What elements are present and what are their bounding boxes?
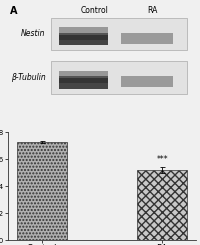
Text: β-Tubulin: β-Tubulin	[11, 73, 46, 82]
Bar	[59, 27, 108, 35]
Bar	[51, 18, 187, 50]
Bar	[59, 76, 108, 83]
Bar	[51, 61, 187, 94]
Bar	[59, 33, 108, 40]
Bar	[59, 71, 108, 78]
Bar	[121, 76, 173, 87]
Text: ***: ***	[156, 155, 168, 164]
Text: RA: RA	[148, 6, 158, 15]
Bar	[17, 142, 67, 240]
Bar	[121, 33, 173, 44]
Text: Nestin: Nestin	[21, 29, 46, 38]
Bar	[137, 170, 187, 240]
Text: A: A	[10, 6, 17, 16]
Text: Control: Control	[81, 6, 108, 15]
Bar	[59, 78, 108, 89]
Bar	[59, 35, 108, 45]
